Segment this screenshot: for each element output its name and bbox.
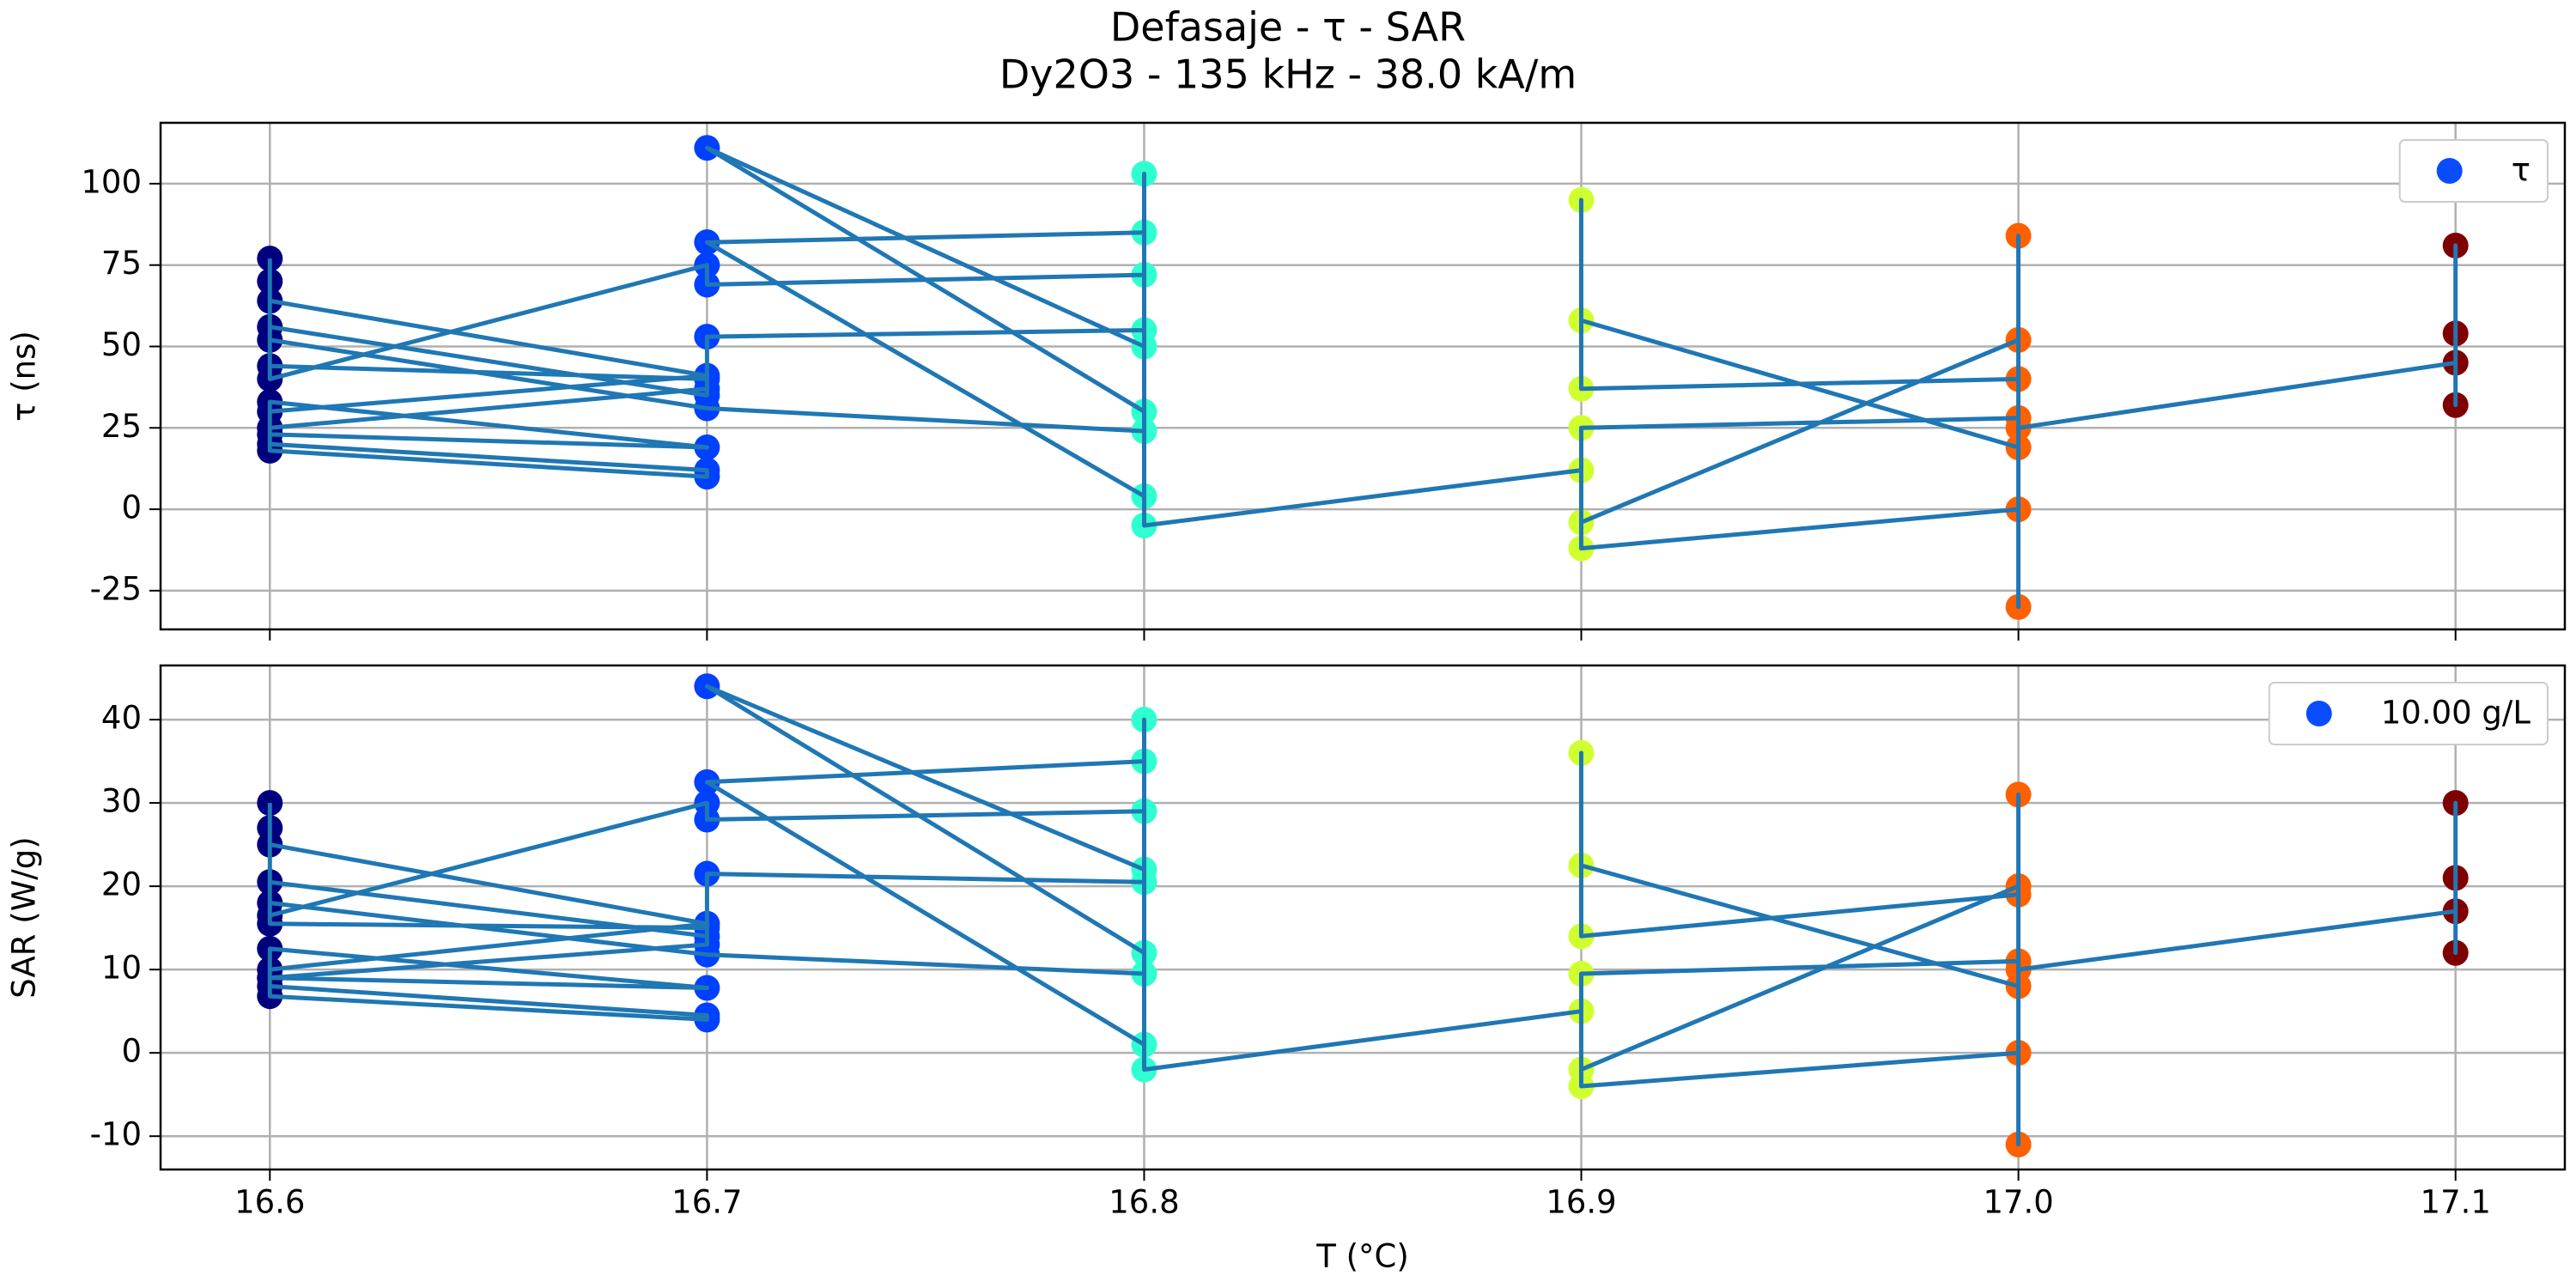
legend-marker [2436, 158, 2463, 184]
point [257, 790, 283, 817]
legend-label: 10.00 g/L [2381, 695, 2531, 732]
y-axis-label: SAR (W/g) [6, 836, 43, 998]
x-tick-label: 16.9 [1546, 1184, 1616, 1221]
y-tick-label: 30 [101, 783, 142, 820]
legend-marker [2306, 701, 2332, 726]
x-tick-label: 17.1 [2421, 1184, 2491, 1221]
x-tick-label: 16.6 [234, 1184, 305, 1221]
series-line [267, 145, 2458, 610]
chart-title: Defasaje - τ - SAR [1110, 4, 1466, 51]
x-tick-label: 16.7 [671, 1184, 742, 1221]
axes-frame [159, 121, 2567, 631]
y-tick-label: 100 [81, 163, 142, 200]
y-axis-label: τ (ns) [6, 331, 43, 422]
legend-label: τ [2512, 152, 2530, 189]
y-tick-label: 0 [121, 489, 142, 526]
x-tick-label: 17.0 [1983, 1184, 2053, 1221]
y-tick-label: 10 [101, 950, 142, 987]
y-tick-label: -10 [90, 1116, 142, 1153]
y-tick-label: 40 [101, 700, 142, 737]
axes-frame [159, 664, 2567, 1171]
y-tick-label: 20 [101, 866, 142, 903]
y-tick-label: 50 [101, 326, 142, 363]
x-tick-label: 16.8 [1109, 1184, 1179, 1221]
legend: τ [2398, 139, 2549, 203]
legend: 10.00 g/L [2268, 682, 2549, 745]
y-tick-label: 0 [121, 1033, 142, 1070]
chart-subtitle: Dy2O3 - 135 kHz - 38.0 kA/m [999, 52, 1577, 98]
y-tick-label: 75 [101, 245, 142, 282]
y-tick-label: -25 [90, 570, 142, 607]
legend-box [2398, 139, 2549, 203]
legend-box [2268, 682, 2549, 745]
x-axis-label: T (°C) [1315, 1238, 1409, 1275]
y-tick-label: 25 [101, 408, 142, 445]
series-line [267, 683, 2458, 1147]
